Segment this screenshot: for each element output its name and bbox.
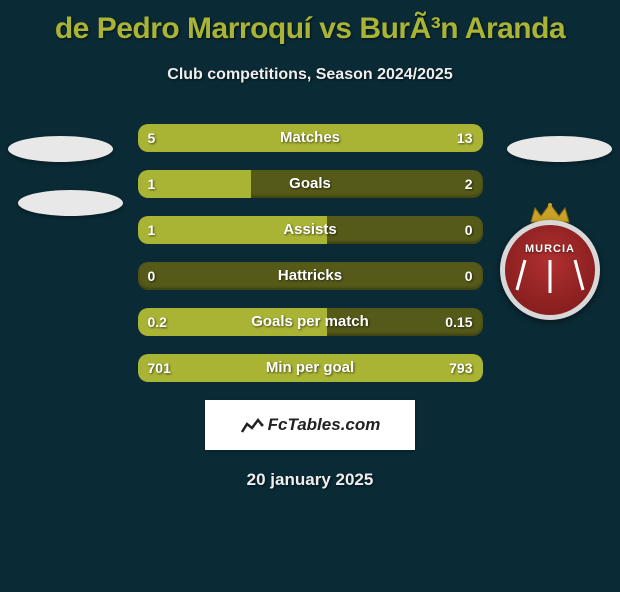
stat-row: 701793Min per goal xyxy=(138,354,483,382)
stat-row: 10Assists xyxy=(138,216,483,244)
brand-footer[interactable]: FcTables.com xyxy=(205,400,415,450)
player-right-avatar-1 xyxy=(507,136,612,162)
stat-row: 12Goals xyxy=(138,170,483,198)
stat-label: Min per goal xyxy=(138,354,483,382)
comparison-subtitle: Club competitions, Season 2024/2025 xyxy=(0,66,620,84)
player-left-avatar-2 xyxy=(18,190,123,216)
stat-row: 513Matches xyxy=(138,124,483,152)
stat-row: 0.20.15Goals per match xyxy=(138,308,483,336)
snapshot-date: 20 january 2025 xyxy=(0,470,620,490)
fctables-logo-icon xyxy=(240,416,264,434)
player-left-avatar-1 xyxy=(8,136,113,162)
stat-label: Hattricks xyxy=(138,262,483,290)
brand-footer-text: FcTables.com xyxy=(268,415,381,435)
stats-container: 513Matches 12Goals 10Assists 00Hattricks 0.2… xyxy=(138,124,483,382)
stat-row: 00Hattricks xyxy=(138,262,483,290)
club-name-text: MURCIA xyxy=(505,225,595,255)
stat-label: Assists xyxy=(138,216,483,244)
club-logo-right: MURCIA xyxy=(500,190,600,340)
club-stripes-icon xyxy=(505,255,595,295)
comparison-title: de Pedro Marroquí vs BurÃ³n Aranda xyxy=(0,12,620,46)
stat-label: Goals xyxy=(138,170,483,198)
stat-label: Matches xyxy=(138,124,483,152)
stat-label: Goals per match xyxy=(138,308,483,336)
